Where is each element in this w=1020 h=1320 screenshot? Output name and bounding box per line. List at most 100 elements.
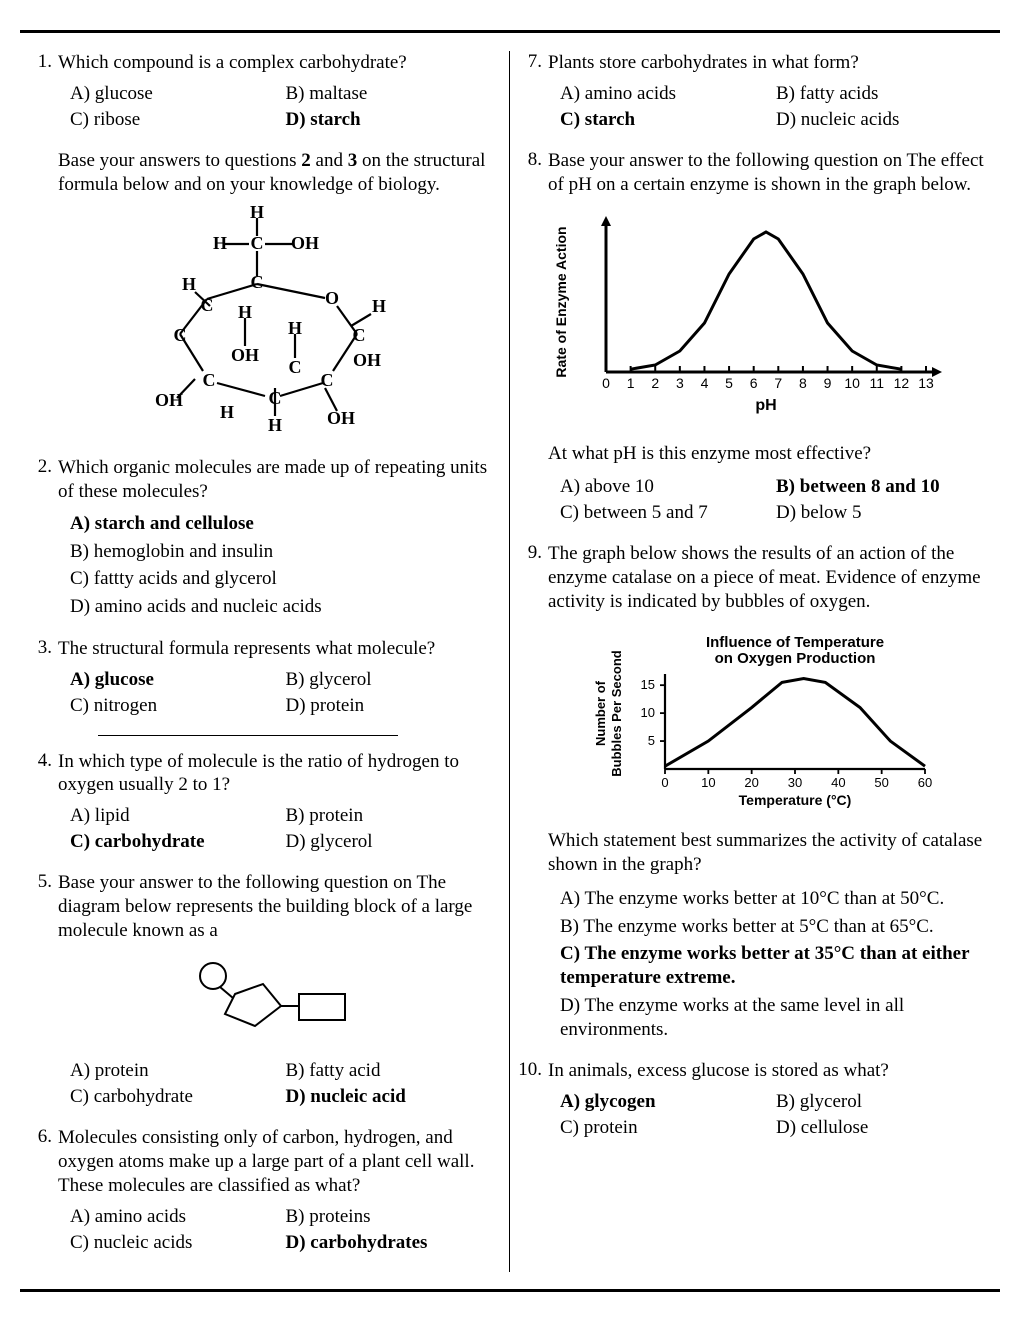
q4-text: In which type of molecule is the ratio o… bbox=[58, 750, 501, 798]
q5-choice-b: B) fatty acid bbox=[286, 1058, 502, 1084]
q1-choice-c: C) ribose bbox=[70, 107, 286, 133]
bottom-rule bbox=[20, 1289, 1000, 1292]
svg-text:H: H bbox=[287, 318, 301, 338]
svg-text:Rate of Enzyme Action: Rate of Enzyme Action bbox=[553, 227, 569, 378]
ph-graph-svg: 012345678910111213Rate of Enzyme Actionp… bbox=[548, 212, 948, 422]
q1-choices: A) glucose B) maltase C) ribose D) starc… bbox=[58, 81, 501, 133]
question-6: 6. Molecules consisting only of carbon, … bbox=[28, 1126, 501, 1261]
q9-number: 9. bbox=[518, 542, 548, 619]
q6-text: Molecules consisting only of carbon, hyd… bbox=[58, 1126, 501, 1197]
question-8-choices-row: A) above 10 B) between 8 and 10 C) betwe… bbox=[518, 474, 992, 532]
svg-text:C: C bbox=[173, 325, 186, 345]
svg-text:5: 5 bbox=[648, 733, 655, 748]
q4-choice-c: C) carbohydrate bbox=[70, 829, 286, 855]
q5-choice-d: D) nucleic acid bbox=[286, 1084, 502, 1110]
q7-choice-d: D) nucleic acids bbox=[776, 107, 992, 133]
svg-text:9: 9 bbox=[824, 375, 832, 391]
svg-text:6: 6 bbox=[750, 375, 758, 391]
q10-choice-a: A) glycogen bbox=[560, 1089, 776, 1115]
svg-text:0: 0 bbox=[602, 375, 610, 391]
q8-choice-a: A) above 10 bbox=[560, 474, 776, 500]
svg-text:1: 1 bbox=[627, 375, 635, 391]
svg-text:C: C bbox=[288, 357, 301, 377]
q6-choices: A) amino acids B) proteins C) nucleic ac… bbox=[58, 1204, 501, 1256]
svg-text:C: C bbox=[250, 233, 263, 253]
q1-choice-a: A) glucose bbox=[70, 81, 286, 107]
q3-choices: A) glucose B) glycerol C) nitrogen D) pr… bbox=[58, 667, 501, 719]
svg-text:C: C bbox=[202, 370, 215, 390]
svg-text:H: H bbox=[212, 233, 226, 253]
q4-choice-d: D) glycerol bbox=[286, 829, 502, 855]
q1-number: 1. bbox=[28, 51, 58, 139]
q4-choice-b: B) protein bbox=[286, 803, 502, 829]
svg-text:40: 40 bbox=[831, 775, 845, 790]
q3-choice-b: B) glycerol bbox=[286, 667, 502, 693]
svg-text:H: H bbox=[219, 402, 233, 422]
q9-choice-a: A) The enzyme works better at 10°C than … bbox=[560, 885, 992, 913]
svg-text:Influence of Temperature: Influence of Temperature bbox=[706, 634, 884, 651]
svg-text:Number of: Number of bbox=[593, 681, 608, 747]
q2-choice-b: B) hemoglobin and insulin bbox=[70, 538, 501, 566]
svg-text:C: C bbox=[352, 325, 365, 345]
question-9-choices-row: A) The enzyme works better at 10°C than … bbox=[518, 885, 992, 1050]
q4-choice-a: A) lipid bbox=[70, 803, 286, 829]
q7-choices: A) amino acids B) fatty acids C) starch … bbox=[548, 81, 992, 133]
question-8: 8. Base your answer to the following que… bbox=[518, 149, 992, 203]
nucleotide-svg bbox=[165, 958, 365, 1038]
q3-choice-d: D) protein bbox=[286, 693, 502, 719]
q10-choice-d: D) cellulose bbox=[776, 1115, 992, 1141]
question-4: 4. In which type of molecule is the rati… bbox=[28, 750, 501, 862]
q10-choice-b: B) glycerol bbox=[776, 1089, 992, 1115]
svg-text:4: 4 bbox=[701, 375, 709, 391]
section-divider bbox=[98, 735, 398, 736]
question-9: 9. The graph below shows the results of … bbox=[518, 542, 992, 619]
svg-text:10: 10 bbox=[844, 375, 860, 391]
svg-text:C: C bbox=[200, 295, 213, 315]
q8-text: Base your answer to the following questi… bbox=[548, 149, 992, 197]
svg-text:OH: OH bbox=[352, 350, 380, 370]
q4-number: 4. bbox=[28, 750, 58, 862]
q4-choices: A) lipid B) protein C) carbohydrate D) g… bbox=[58, 803, 501, 855]
q5-choices: A) protein B) fatty acid C) carbohydrate… bbox=[58, 1058, 501, 1110]
intro-2-3: Base your answers to questions 2 and 3 o… bbox=[28, 149, 501, 197]
svg-text:60: 60 bbox=[918, 775, 932, 790]
q6-choice-d: D) carbohydrates bbox=[286, 1230, 502, 1256]
svg-text:11: 11 bbox=[869, 375, 884, 391]
q8-choice-b: B) between 8 and 10 bbox=[776, 474, 992, 500]
q8-subtext: At what pH is this enzyme most effective… bbox=[518, 442, 992, 466]
q5-text: Base your answer to the following questi… bbox=[58, 871, 501, 942]
q2-choice-d: D) amino acids and nucleic acids bbox=[70, 593, 501, 621]
svg-text:10: 10 bbox=[641, 705, 655, 720]
q9-choice-c: C) The enzyme works better at 35°C than … bbox=[560, 940, 992, 992]
q5-choice-c: C) carbohydrate bbox=[70, 1084, 286, 1110]
q5-number: 5. bbox=[28, 871, 58, 948]
svg-text:H: H bbox=[249, 206, 263, 222]
q5-choice-a: A) protein bbox=[70, 1058, 286, 1084]
svg-text:50: 50 bbox=[874, 775, 888, 790]
q6-choice-c: C) nucleic acids bbox=[70, 1230, 286, 1256]
q9-choice-b: B) The enzyme works better at 5°C than a… bbox=[560, 913, 992, 941]
q8-choices: A) above 10 B) between 8 and 10 C) betwe… bbox=[548, 474, 992, 526]
svg-text:8: 8 bbox=[799, 375, 807, 391]
svg-text:OH: OH bbox=[230, 345, 258, 365]
intro-mid: and bbox=[311, 150, 348, 171]
svg-text:20: 20 bbox=[744, 775, 758, 790]
svg-text:12: 12 bbox=[894, 375, 910, 391]
svg-text:5: 5 bbox=[725, 375, 733, 391]
q1-text: Which compound is a complex carbohydrate… bbox=[58, 51, 501, 75]
q6-number: 6. bbox=[28, 1126, 58, 1261]
question-5: 5. Base your answer to the following que… bbox=[28, 871, 501, 948]
q2-choice-c: C) fattty acids and glycerol bbox=[70, 565, 501, 593]
question-7: 7. Plants store carbohydrates in what fo… bbox=[518, 51, 992, 139]
q7-choice-b: B) fatty acids bbox=[776, 81, 992, 107]
figure-temp-graph: Influence of Temperatureon Oxygen Produc… bbox=[518, 629, 992, 815]
glucose-svg: H H C OH C O H C H C H C OH H C OH OH bbox=[125, 206, 405, 436]
svg-text:7: 7 bbox=[774, 375, 782, 391]
q10-number: 10. bbox=[518, 1059, 548, 1147]
svg-text:3: 3 bbox=[676, 375, 684, 391]
top-rule bbox=[20, 30, 1000, 33]
right-column: 7. Plants store carbohydrates in what fo… bbox=[510, 51, 1000, 1272]
q2-choices: A) starch and cellulose B) hemoglobin an… bbox=[58, 510, 501, 621]
svg-text:30: 30 bbox=[788, 775, 802, 790]
q8-choice-d: D) below 5 bbox=[776, 500, 992, 526]
